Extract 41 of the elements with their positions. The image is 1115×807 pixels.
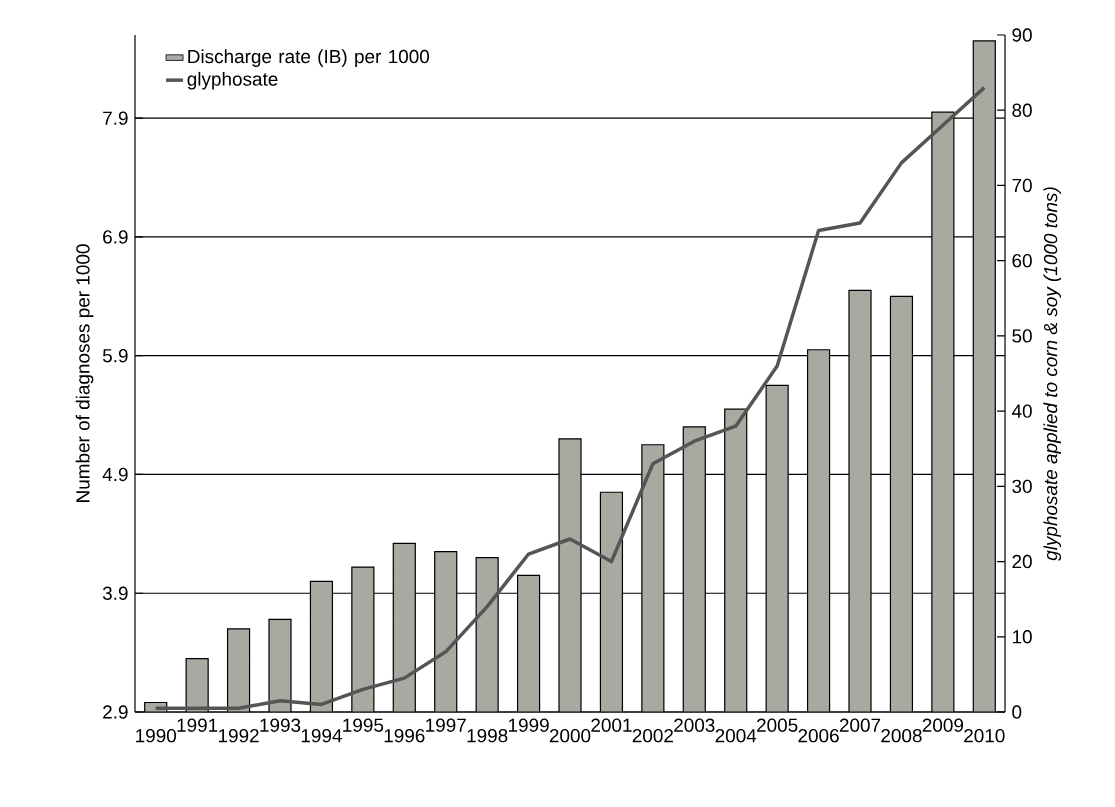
x-tick-label: 1991	[177, 718, 218, 732]
x-tick-label: 1994	[301, 728, 342, 743]
x-tick-label: 2000	[549, 728, 591, 743]
y2-tick-label: 90	[1012, 28, 1032, 42]
x-tick-label: 2010	[964, 728, 1005, 743]
y2-tick-label: 60	[1012, 253, 1032, 268]
y-tick-label: 7.9	[103, 111, 128, 125]
y2-tick-label: 30	[1012, 479, 1032, 494]
legend-label: Discharge rate (IB) per 1000	[188, 49, 430, 67]
x-tick-label: 1996	[384, 728, 425, 743]
x-tick-label: 2004	[715, 728, 757, 743]
x-tick-label: 1990	[136, 728, 177, 743]
x-tick-label: 2001	[591, 718, 632, 732]
y2-axis-title: glyphosate applied to corn & soy (1000 tons)	[1043, 187, 1062, 561]
legend-label: glyphosate	[187, 71, 278, 90]
y-tick-label: 3.9	[102, 586, 128, 600]
y-tick-label: 5.9	[102, 348, 128, 363]
x-tick-label: 2008	[881, 728, 922, 743]
x-tick-label: 2009	[922, 718, 964, 732]
y2-tick-label: 40	[1011, 404, 1032, 418]
y2-tick-label: 0	[1012, 705, 1022, 719]
x-tick-label: 2002	[632, 728, 673, 743]
y-tick-label: 6.9	[103, 230, 128, 244]
x-tick-label: 1999	[508, 718, 549, 732]
x-tick-label: 1995	[343, 718, 384, 732]
y-tick-label: 2.9	[103, 705, 128, 719]
x-tick-label: 1997	[426, 718, 466, 732]
y2-tick-label: 10	[1012, 630, 1032, 644]
y-tick-label: 4.9	[102, 467, 128, 482]
x-tick-label: 2003	[674, 718, 715, 732]
x-tick-label: 1992	[218, 728, 259, 743]
x-tick-label: 1993	[260, 718, 301, 732]
x-tick-label: 2007	[839, 718, 881, 732]
x-tick-label: 1998	[467, 728, 508, 743]
y2-tick-label: 20	[1012, 554, 1032, 569]
y2-tick-label: 50	[1012, 329, 1032, 343]
y-axis-title: Number of diagnoses per 1000	[75, 244, 94, 502]
y2-tick-label: 70	[1012, 178, 1032, 193]
x-tick-label: 2005	[757, 718, 798, 732]
x-tick-label: 2006	[798, 728, 839, 743]
y2-tick-label: 80	[1012, 103, 1032, 117]
